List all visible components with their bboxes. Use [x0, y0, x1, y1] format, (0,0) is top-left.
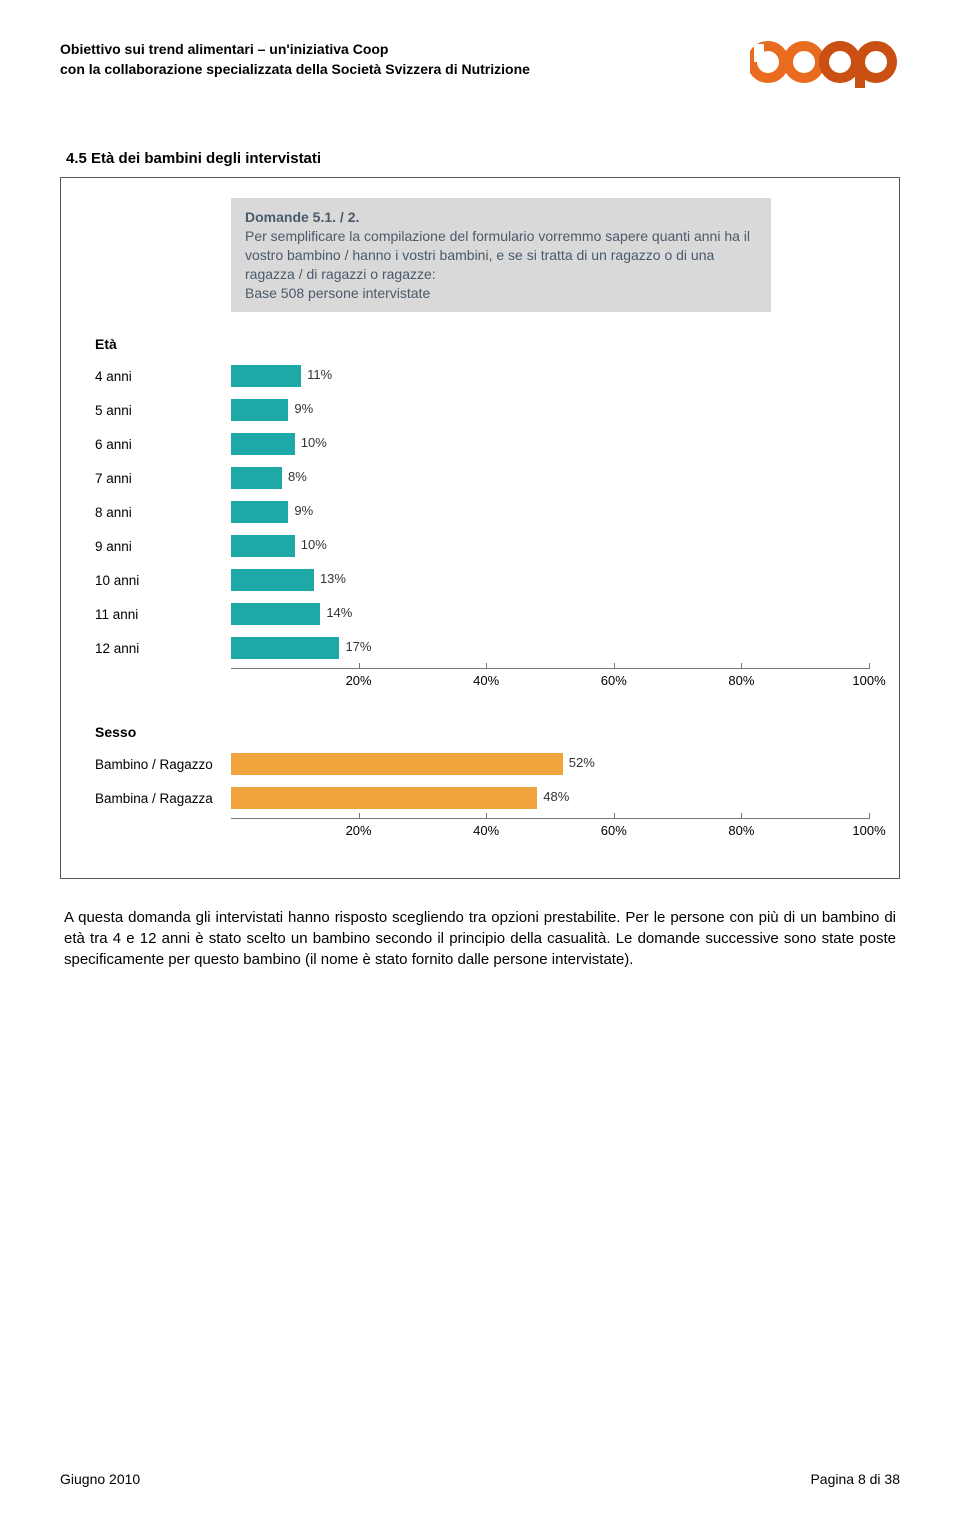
question-base: Base 508 persone intervistate — [245, 284, 757, 303]
axis-label: 20% — [346, 823, 372, 838]
bar-category: 9 anni — [95, 539, 231, 554]
bar-fill — [231, 399, 288, 421]
coop-logo — [750, 40, 900, 90]
bar-row: 6 anni 10% — [95, 430, 869, 458]
bar-value-label: 10% — [301, 435, 327, 450]
chart-container: Domande 5.1. / 2. Per semplificare la co… — [60, 177, 900, 879]
bar-row: 9 anni 10% — [95, 532, 869, 560]
axis-label: 100% — [852, 673, 885, 688]
bar-track: 52% — [231, 753, 869, 775]
eta-bars: 4 anni 11% 5 anni 9% 6 anni 10% 7 anni 8% 8 anni… — [95, 362, 869, 662]
question-body: Per semplificare la compilazione del for… — [245, 227, 757, 284]
question-title: Domande 5.1. / 2. — [245, 208, 757, 227]
bar-category: 4 anni — [95, 369, 231, 384]
header-line1: Obiettivo sui trend alimentari – un'iniz… — [60, 40, 530, 60]
axis-label: 80% — [728, 823, 754, 838]
axis-label: 60% — [601, 673, 627, 688]
bar-row: 5 anni 9% — [95, 396, 869, 424]
bar-row: 7 anni 8% — [95, 464, 869, 492]
bar-category: 6 anni — [95, 437, 231, 452]
bar-value-label: 8% — [288, 469, 307, 484]
bar-category: 5 anni — [95, 403, 231, 418]
bar-row: 4 anni 11% — [95, 362, 869, 390]
sesso-bars: Bambino / Ragazzo 52% Bambina / Ragazza 48% — [95, 750, 869, 812]
sesso-title: Sesso — [95, 724, 869, 740]
bar-fill — [231, 753, 563, 775]
footer-right: Pagina 8 di 38 — [810, 1471, 900, 1487]
bar-row: 8 anni 9% — [95, 498, 869, 526]
axis-tick — [359, 813, 360, 819]
bar-row: Bambina / Ragazza 48% — [95, 784, 869, 812]
bar-fill — [231, 365, 301, 387]
bar-category: 10 anni — [95, 573, 231, 588]
bar-row: Bambino / Ragazzo 52% — [95, 750, 869, 778]
bar-track: 14% — [231, 603, 869, 625]
axis-label: 40% — [473, 673, 499, 688]
bar-track: 10% — [231, 535, 869, 557]
bar-value-label: 10% — [301, 537, 327, 552]
bar-track: 9% — [231, 501, 869, 523]
bar-value-label: 17% — [345, 639, 371, 654]
axis-label: 100% — [852, 823, 885, 838]
axis-tick — [486, 813, 487, 819]
bar-fill — [231, 433, 295, 455]
page-footer: Giugno 2010 Pagina 8 di 38 — [60, 1471, 900, 1487]
bar-track: 17% — [231, 637, 869, 659]
bar-track: 9% — [231, 399, 869, 421]
bar-value-label: 13% — [320, 571, 346, 586]
axis-tick — [869, 663, 870, 669]
header-text: Obiettivo sui trend alimentari – un'iniz… — [60, 40, 530, 79]
bar-fill — [231, 569, 314, 591]
bar-track: 10% — [231, 433, 869, 455]
axis-tick — [359, 663, 360, 669]
bar-value-label: 14% — [326, 605, 352, 620]
question-box: Domande 5.1. / 2. Per semplificare la co… — [231, 198, 771, 312]
axis-tick — [614, 813, 615, 819]
bar-track: 48% — [231, 787, 869, 809]
bar-value-label: 11% — [307, 367, 332, 382]
bar-fill — [231, 535, 295, 557]
bar-category: Bambina / Ragazza — [95, 791, 231, 806]
eta-axis: 20%40%60%80%100% — [231, 668, 869, 698]
axis-tick — [741, 813, 742, 819]
bar-value-label: 9% — [294, 503, 313, 518]
bar-fill — [231, 501, 288, 523]
bar-row: 12 anni 17% — [95, 634, 869, 662]
page-header: Obiettivo sui trend alimentari – un'iniz… — [60, 40, 900, 90]
bar-track: 11% — [231, 365, 869, 387]
bar-row: 10 anni 13% — [95, 566, 869, 594]
bar-fill — [231, 637, 339, 659]
axis-tick — [741, 663, 742, 669]
footer-left: Giugno 2010 — [60, 1471, 140, 1487]
axis-label: 20% — [346, 673, 372, 688]
section-title: 4.5 Età dei bambini degli intervistati — [66, 150, 900, 167]
bar-fill — [231, 603, 320, 625]
axis-tick — [614, 663, 615, 669]
bar-category: 7 anni — [95, 471, 231, 486]
bar-track: 8% — [231, 467, 869, 489]
axis-label: 80% — [728, 673, 754, 688]
bar-row: 11 anni 14% — [95, 600, 869, 628]
bar-category: Bambino / Ragazzo — [95, 757, 231, 772]
axis-label: 60% — [601, 823, 627, 838]
axis-tick — [486, 663, 487, 669]
bar-category: 11 anni — [95, 607, 231, 622]
bar-track: 13% — [231, 569, 869, 591]
bar-fill — [231, 467, 282, 489]
bar-fill — [231, 787, 537, 809]
axis-label: 40% — [473, 823, 499, 838]
eta-title: Età — [95, 336, 869, 352]
bar-value-label: 52% — [569, 755, 595, 770]
header-line2: con la collaborazione specializzata dell… — [60, 60, 530, 80]
bar-value-label: 9% — [294, 401, 313, 416]
sesso-axis: 20%40%60%80%100% — [231, 818, 869, 848]
body-text: A questa domanda gli intervistati hanno … — [64, 907, 896, 970]
bar-category: 12 anni — [95, 641, 231, 656]
bar-category: 8 anni — [95, 505, 231, 520]
axis-tick — [869, 813, 870, 819]
bar-value-label: 48% — [543, 789, 569, 804]
